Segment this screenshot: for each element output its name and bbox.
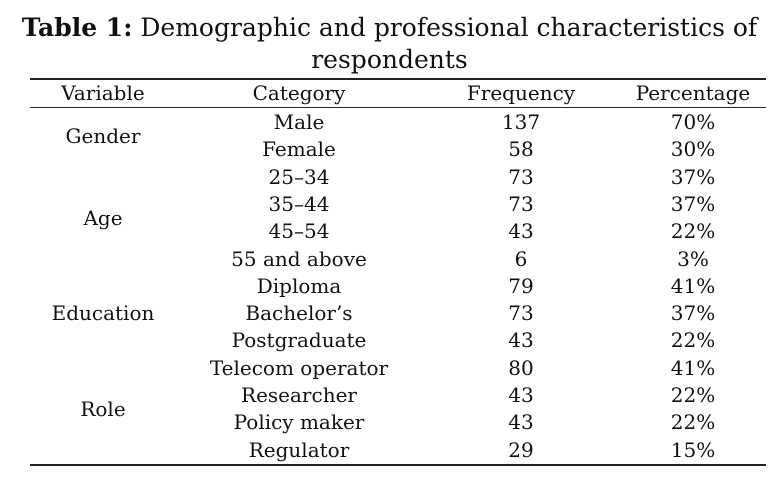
percentage-cell: 22% [670, 328, 716, 353]
category-cell: Policy maker [233, 410, 365, 435]
frequency-cell: 29 [508, 437, 534, 462]
caption-line-2: respondents [311, 45, 468, 74]
caption-title: Demographic and professional characteris… [140, 13, 758, 42]
percentage-cell: 37% [670, 191, 716, 216]
frequency-cell: 79 [508, 273, 534, 298]
frequency-cell: 73 [508, 301, 534, 326]
caption-label: Table 1: [21, 13, 133, 42]
frequency-cell: 73 [508, 191, 534, 216]
category-cell: Telecom operator [209, 355, 389, 380]
percentage-cell: 22% [670, 383, 716, 407]
category-cell: Bachelor’s [245, 301, 353, 326]
header-variable: Variable [61, 81, 145, 105]
category-cell: Regulator [248, 437, 350, 462]
header-rule [30, 107, 766, 108]
frequency-cell: 43 [508, 383, 534, 407]
variable-cell: Role [80, 396, 126, 421]
percentage-cell: 41% [670, 355, 716, 380]
frequency-cell: 6 [514, 246, 528, 271]
variable-cell: Education [51, 301, 155, 326]
percentage-cell: 41% [670, 273, 716, 298]
frequency-cell: 43 [508, 219, 534, 244]
table-caption: Table 1: Demographic and professional ch… [0, 12, 779, 76]
table-top-rule [30, 78, 766, 80]
percentage-cell: 37% [670, 301, 716, 326]
percentage-cell: 30% [670, 137, 716, 162]
category-cell: Postgraduate [231, 328, 367, 353]
category-cell: Male [273, 110, 325, 134]
caption-line-1: Table 1: Demographic and professional ch… [0, 12, 779, 44]
frequency-cell: 80 [508, 355, 534, 380]
variable-cell: Gender [65, 123, 141, 148]
table-bottom-rule [30, 464, 766, 466]
percentage-cell: 3% [677, 246, 709, 271]
category-cell: Diploma [256, 273, 342, 298]
header-frequency: Frequency [466, 81, 576, 105]
category-cell: Researcher [241, 383, 357, 407]
category-cell: 35–44 [268, 191, 330, 216]
variable-cell: Age [83, 205, 123, 230]
frequency-cell: 43 [508, 328, 534, 353]
category-cell: 45–54 [268, 219, 330, 244]
category-cell: 55 and above [231, 246, 367, 271]
percentage-cell: 37% [670, 164, 716, 189]
percentage-cell: 22% [670, 219, 716, 244]
percentage-cell: 22% [670, 410, 716, 435]
percentage-cell: 15% [670, 437, 716, 462]
header-percentage: Percentage [635, 81, 751, 105]
frequency-cell: 73 [508, 164, 534, 189]
frequency-cell: 58 [508, 137, 534, 162]
frequency-cell: 137 [501, 110, 541, 134]
category-cell: Female [262, 137, 336, 162]
percentage-cell: 70% [670, 110, 716, 134]
category-cell: 25–34 [268, 164, 330, 189]
header-category: Category [252, 81, 346, 105]
frequency-cell: 43 [508, 410, 534, 435]
